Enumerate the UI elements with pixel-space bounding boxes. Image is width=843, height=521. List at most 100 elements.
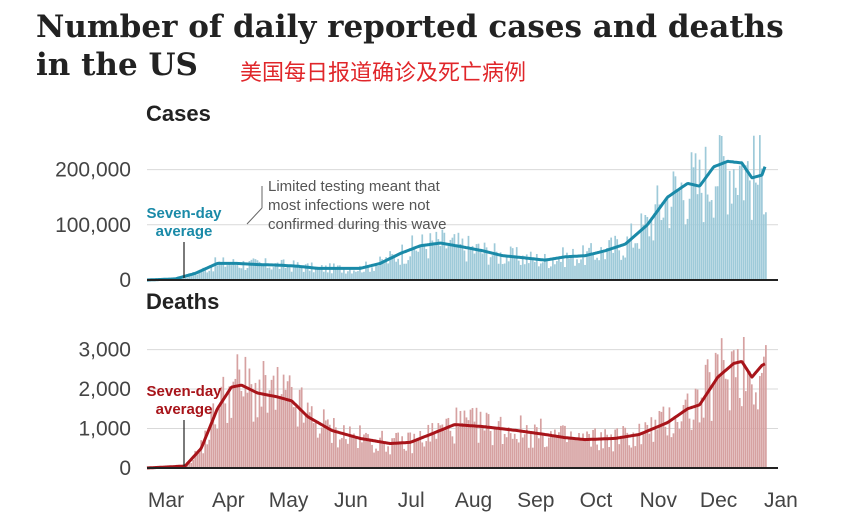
daily-bar xyxy=(592,254,594,280)
daily-bar xyxy=(702,417,705,468)
daily-bar xyxy=(513,257,516,280)
daily-bar xyxy=(582,433,584,468)
daily-bar xyxy=(194,450,197,468)
daily-bar xyxy=(272,375,275,468)
daily-bar xyxy=(560,261,562,280)
daily-bar xyxy=(298,265,301,280)
daily-bar xyxy=(515,247,518,280)
daily-bar xyxy=(415,250,418,280)
daily-bar xyxy=(692,419,695,468)
daily-bar xyxy=(429,441,432,468)
daily-bar xyxy=(218,261,221,280)
daily-bar xyxy=(300,387,303,468)
daily-bar xyxy=(752,404,755,468)
daily-bar xyxy=(552,260,554,280)
daily-bar xyxy=(298,389,301,468)
daily-bar xyxy=(722,156,725,280)
y-tick-label: 3,000 xyxy=(78,339,131,362)
daily-bar xyxy=(403,448,406,468)
daily-bar xyxy=(718,135,721,280)
daily-bar xyxy=(640,213,643,280)
daily-bar xyxy=(204,267,207,280)
daily-bar xyxy=(765,212,767,280)
daily-bar xyxy=(218,408,221,468)
daily-bar xyxy=(722,360,725,468)
daily-bar xyxy=(395,432,397,468)
daily-bar xyxy=(196,453,199,468)
daily-bar xyxy=(357,271,359,280)
daily-bar xyxy=(282,374,285,468)
daily-bar xyxy=(381,430,383,468)
month-label: Aug xyxy=(455,489,492,512)
daily-bar xyxy=(642,225,645,280)
daily-bar xyxy=(761,168,763,280)
daily-bar xyxy=(310,262,313,280)
cases-panel-title: Cases xyxy=(146,101,211,126)
daily-bar xyxy=(453,234,456,280)
daily-bar xyxy=(441,229,444,280)
daily-bar xyxy=(202,453,205,468)
daily-bar xyxy=(278,398,281,468)
daily-bar xyxy=(604,429,606,468)
daily-bar xyxy=(477,243,480,280)
daily-bar xyxy=(379,256,381,280)
daily-bar xyxy=(443,232,446,280)
daily-bar xyxy=(620,437,623,468)
daily-bar xyxy=(566,442,568,468)
daily-bar xyxy=(214,257,217,280)
daily-bar xyxy=(646,216,649,280)
daily-bar xyxy=(656,429,659,468)
daily-bar xyxy=(654,419,657,468)
daily-bar xyxy=(509,246,512,280)
daily-bar xyxy=(210,267,213,280)
daily-bar xyxy=(535,427,538,468)
daily-bar xyxy=(244,269,247,280)
daily-bar xyxy=(541,262,544,280)
daily-bar xyxy=(622,426,625,468)
daily-bar xyxy=(252,421,255,468)
daily-bar xyxy=(714,352,717,468)
daily-bar xyxy=(296,262,299,280)
daily-bar xyxy=(678,190,681,280)
daily-bar xyxy=(728,410,731,468)
daily-bar xyxy=(280,394,283,468)
daily-bar xyxy=(296,426,299,468)
daily-bar xyxy=(192,459,195,468)
daily-bar xyxy=(720,136,723,280)
daily-bar xyxy=(670,206,673,280)
daily-bar xyxy=(505,256,508,280)
daily-bar xyxy=(182,277,184,280)
daily-bar xyxy=(244,356,247,468)
daily-bar xyxy=(375,265,377,280)
daily-bar xyxy=(361,272,363,280)
daily-bar xyxy=(550,266,552,280)
daily-bar xyxy=(413,433,416,468)
daily-bar xyxy=(590,243,592,280)
daily-bar xyxy=(335,427,337,468)
daily-bar xyxy=(576,437,578,468)
daily-bar xyxy=(495,428,498,468)
daily-bar xyxy=(226,265,229,280)
daily-bar xyxy=(411,235,414,280)
daily-bar xyxy=(614,429,617,468)
daily-bar xyxy=(690,152,693,280)
daily-bar xyxy=(463,410,466,468)
daily-bar xyxy=(666,435,669,468)
daily-bar xyxy=(487,414,490,468)
daily-bar xyxy=(658,204,661,280)
daily-bar xyxy=(461,422,464,468)
daily-bar xyxy=(616,428,619,468)
daily-bar xyxy=(335,268,337,280)
daily-bar xyxy=(377,265,379,280)
daily-bar xyxy=(471,408,474,468)
daily-bar xyxy=(704,364,707,468)
daily-bar xyxy=(254,382,257,468)
daily-bar xyxy=(409,256,412,280)
daily-bar xyxy=(598,260,600,280)
daily-bar xyxy=(308,270,311,280)
daily-bar xyxy=(401,244,404,280)
daily-bar xyxy=(222,257,225,280)
daily-bar xyxy=(560,425,562,468)
daily-bar xyxy=(268,390,271,468)
daily-bar xyxy=(302,271,305,280)
